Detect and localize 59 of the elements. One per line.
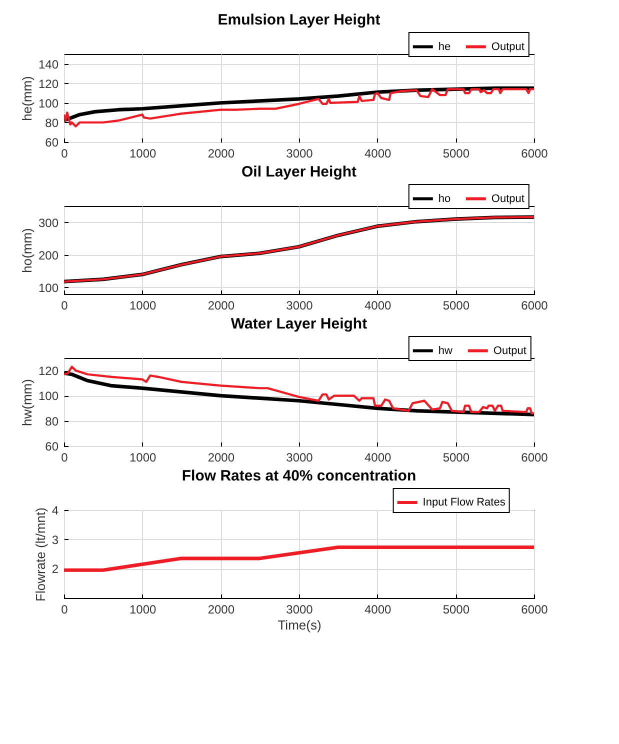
x-tick-label: 6000	[521, 298, 548, 312]
x-tick-label: 6000	[521, 450, 548, 464]
x-tick-label: 5000	[442, 146, 470, 160]
legend-label: Output	[491, 192, 524, 205]
y-tick-label: 100	[38, 389, 59, 404]
y-tick-label: 80	[45, 414, 59, 428]
x-tick-label: 3000	[286, 298, 314, 312]
legend-label: Output	[491, 40, 524, 53]
y-tick-label: 80	[45, 116, 59, 130]
x-tick-label: 0	[61, 450, 68, 464]
y-tick-label: 120	[38, 76, 59, 91]
x-tick-label: 2000	[208, 298, 235, 312]
x-tick-label: 2000	[208, 146, 235, 160]
x-axis-title: Time(s)	[278, 618, 322, 632]
x-tick-label: 0	[61, 146, 68, 160]
x-tick-label: 5000	[442, 450, 470, 464]
y-tick-label: 100	[38, 280, 59, 295]
y-tick-label: 100	[38, 96, 59, 110]
chart-title: Water Layer Height	[230, 316, 368, 332]
chart-title: Flow Rates at 40% concentration	[182, 468, 416, 484]
x-tick-label: 3000	[286, 602, 314, 616]
y-tick-label: 120	[38, 364, 59, 378]
x-tick-label: 3000	[286, 450, 314, 464]
x-tick-label: 4000	[364, 602, 392, 616]
chart-title: Emulsion Layer Height	[218, 12, 380, 28]
y-tick-label: 140	[38, 57, 59, 72]
x-tick-label: 5000	[442, 298, 470, 312]
x-tick-label: 4000	[364, 298, 392, 312]
x-tick-label: 6000	[521, 146, 548, 160]
y-tick-label: 60	[45, 440, 59, 454]
y-tick-label: 2	[52, 562, 59, 576]
y-axis-title: he(mm)	[19, 76, 34, 121]
x-tick-label: 0	[61, 602, 68, 616]
y-axis-title: hw(mm)	[19, 379, 34, 426]
x-tick-label: 1000	[129, 602, 157, 616]
legend-label: ho	[438, 192, 451, 205]
y-tick-label: 3	[52, 532, 59, 547]
legend-label: he	[438, 40, 451, 53]
x-tick-label: 2000	[208, 602, 235, 616]
x-tick-label: 1000	[129, 146, 157, 160]
legend-label: Output	[493, 344, 526, 357]
x-tick-label: 1000	[129, 450, 157, 464]
x-tick-label: 3000	[286, 146, 314, 160]
x-tick-label: 4000	[364, 450, 392, 464]
y-tick-label: 4	[52, 504, 59, 518]
chart-title: Oil Layer Height	[241, 164, 357, 180]
legend-label: hw	[438, 344, 453, 357]
y-tick-label: 300	[38, 216, 59, 230]
x-tick-label: 0	[61, 298, 68, 312]
x-tick-label: 2000	[208, 450, 235, 464]
x-tick-label: 5000	[442, 602, 470, 616]
legend-label: Input Flow Rates	[422, 496, 506, 508]
y-tick-label: 60	[45, 136, 59, 150]
y-tick-label: 200	[38, 248, 59, 262]
x-tick-label: 6000	[521, 602, 548, 616]
x-tick-label: 1000	[129, 298, 157, 312]
y-axis-title: ho(mm)	[19, 228, 34, 273]
y-axis-title: Flowrate (lt/mnt)	[32, 508, 48, 602]
x-tick-label: 4000	[364, 146, 392, 160]
